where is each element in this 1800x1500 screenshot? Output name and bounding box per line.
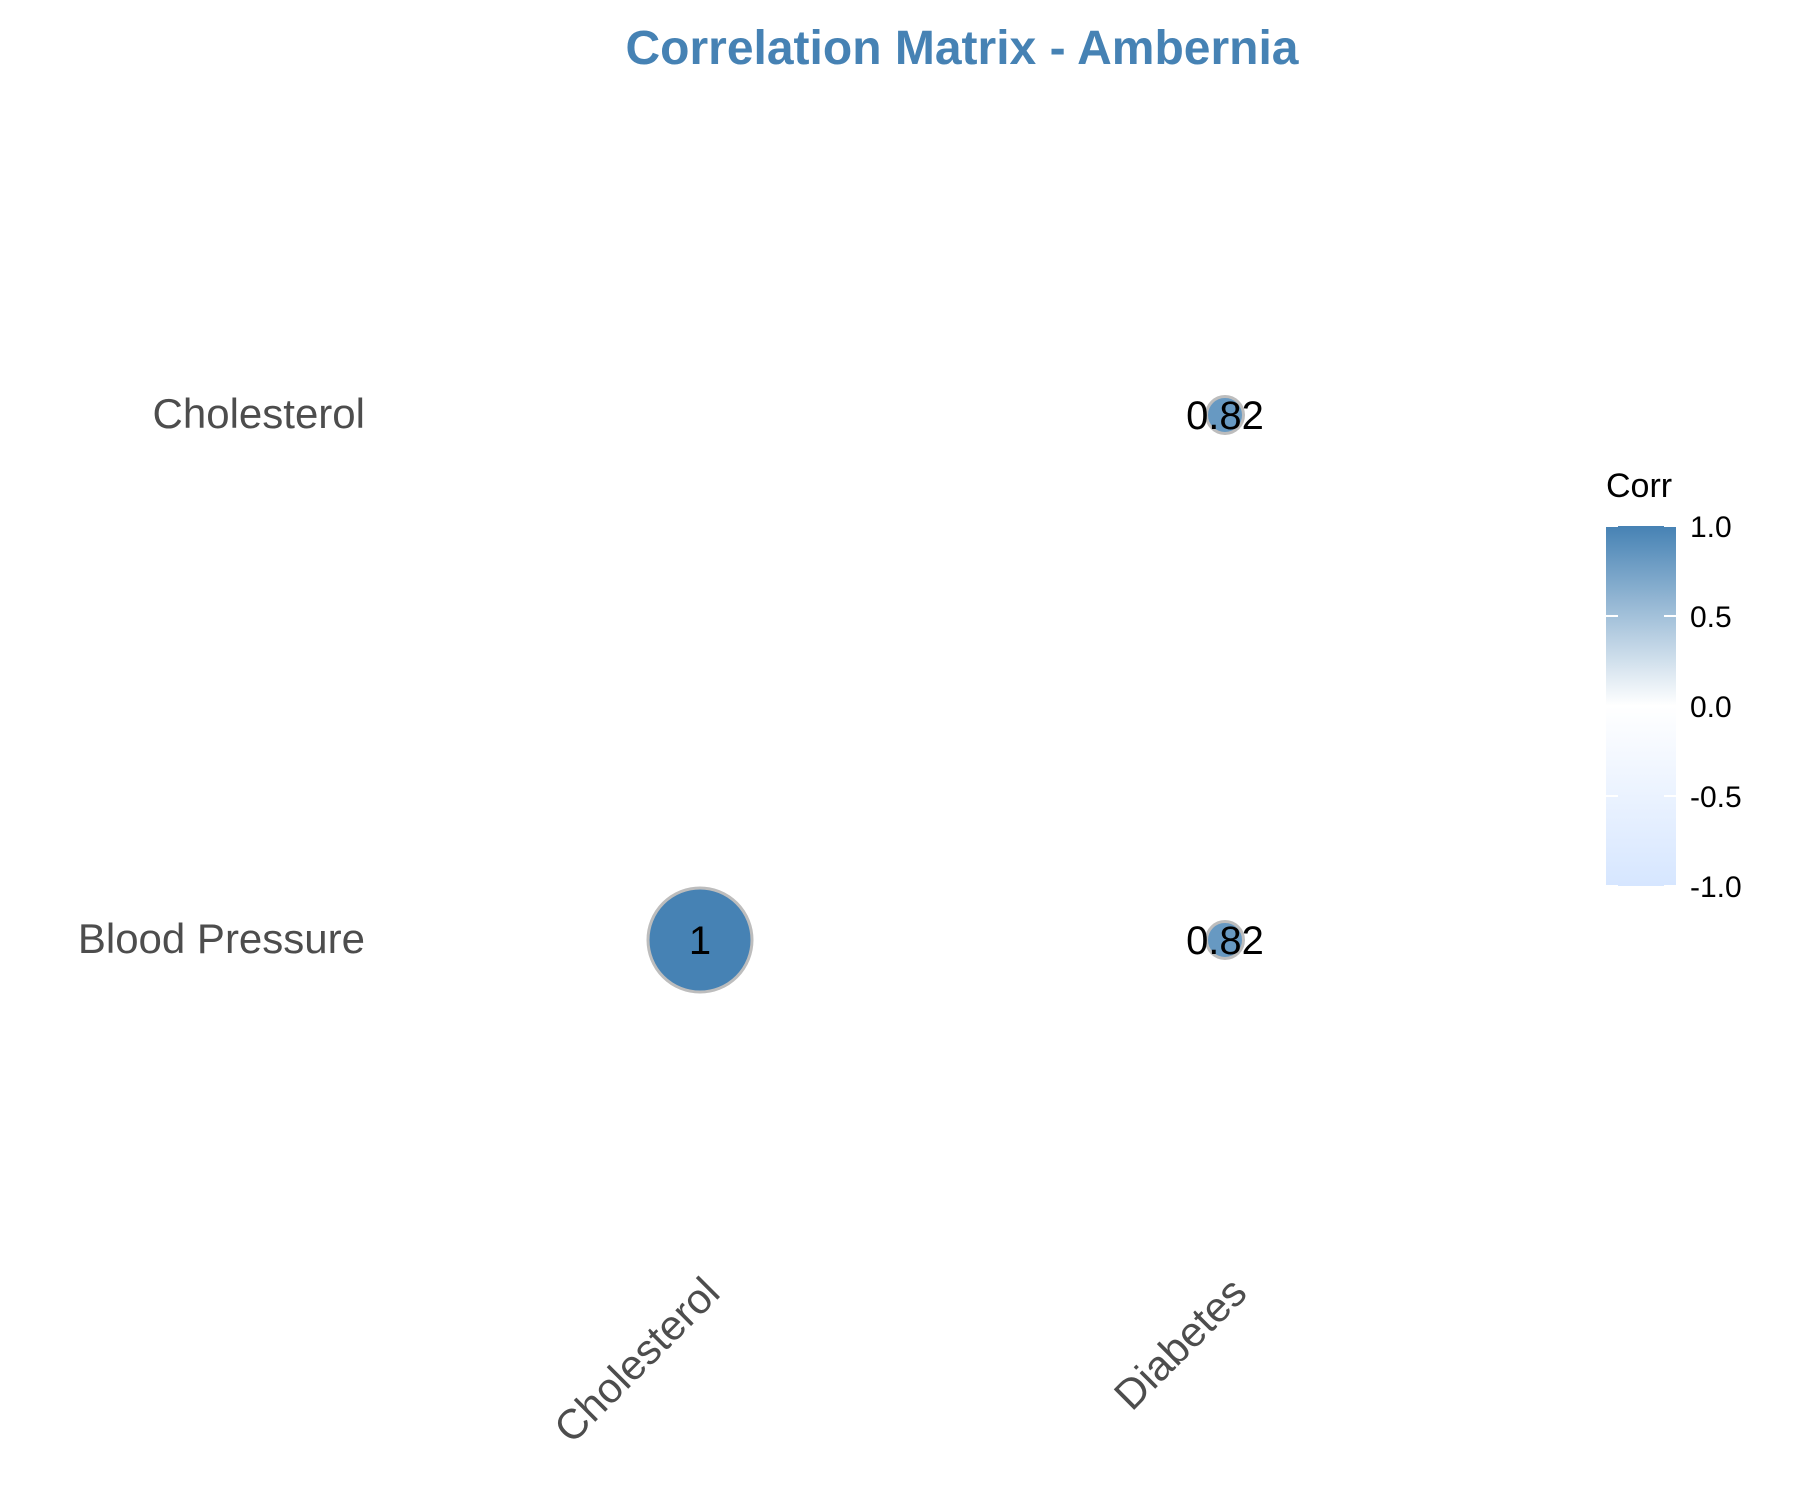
chart-title: Correlation Matrix - Ambernia bbox=[625, 22, 1298, 75]
x-tick-label-diabetes: Diabetes bbox=[1105, 1268, 1255, 1418]
legend-tick-label: -1.0 bbox=[1690, 871, 1742, 904]
corr-circle-blood-pressure-diabetes bbox=[1205, 920, 1245, 960]
legend-tick-label: 1.0 bbox=[1690, 511, 1732, 544]
corr-label-blood-pressure-diabetes: 0.82 bbox=[1186, 919, 1264, 963]
cells-layer: 0.82 1 0.82 bbox=[646, 394, 1264, 994]
x-tick-label-cholesterol: Cholesterol bbox=[545, 1268, 728, 1451]
y-tick-label-cholesterol: Cholesterol bbox=[153, 390, 365, 437]
legend-tick-label: -0.5 bbox=[1690, 781, 1742, 814]
corr-label-blood-pressure-cholesterol: 1 bbox=[689, 919, 711, 963]
corr-label-cholesterol-diabetes: 0.82 bbox=[1186, 394, 1264, 438]
legend-title: Corr bbox=[1606, 467, 1672, 505]
legend-ticks: 1.0 0.5 0.0 -0.5 -1.0 bbox=[1606, 511, 1742, 904]
y-tick-label-blood-pressure: Blood Pressure bbox=[78, 915, 365, 962]
corr-circle-blood-pressure-cholesterol bbox=[646, 886, 754, 994]
legend-tick-label: 0.5 bbox=[1690, 601, 1732, 634]
corr-circle-cholesterol-diabetes bbox=[1205, 395, 1245, 435]
legend-tick-label: 0.0 bbox=[1690, 691, 1732, 724]
